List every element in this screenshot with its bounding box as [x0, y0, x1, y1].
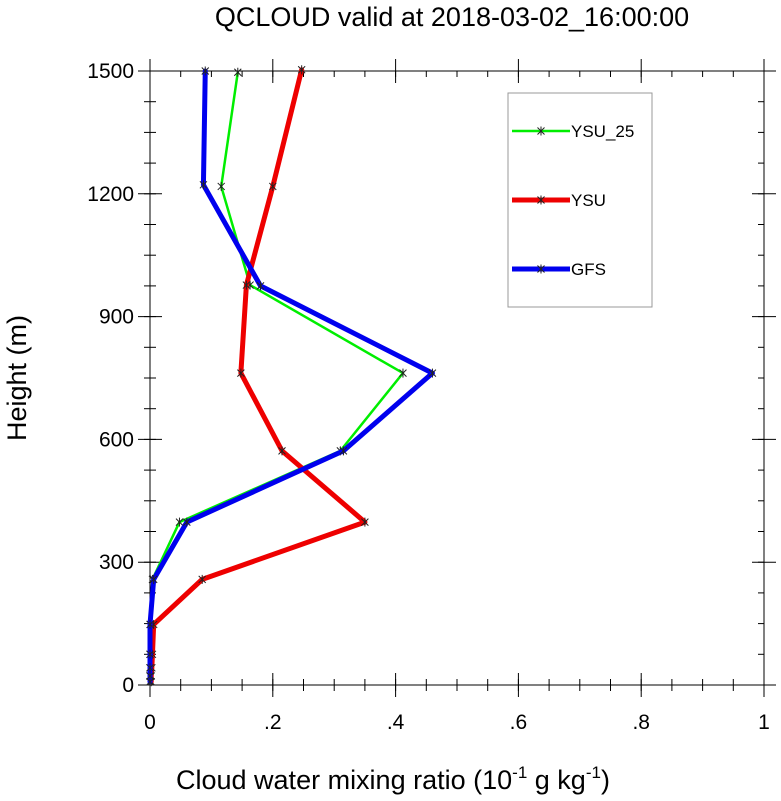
- y-tick-label: 1500: [87, 60, 134, 83]
- legend-item-ysu-25: YSU_25: [512, 122, 634, 141]
- data-point: [278, 446, 286, 456]
- x-axis-label-end: ): [601, 765, 610, 795]
- x-axis: 0 .2 .4 .6 .8 1: [144, 59, 770, 734]
- data-point: [198, 574, 207, 584]
- x-tick-label: 0: [144, 711, 156, 734]
- data-point: [242, 280, 251, 290]
- data-point: [339, 446, 348, 456]
- y-tick-label: 1200: [87, 183, 134, 206]
- legend-label: YSU: [571, 191, 606, 210]
- x-tick-label: 1: [758, 711, 770, 734]
- y-tick-label: 600: [99, 428, 134, 451]
- data-point: [175, 517, 184, 527]
- legend-item-ysu: YSU: [512, 191, 606, 210]
- legend-marker: [537, 126, 545, 136]
- x-axis-label: Cloud water mixing ratio (10-1 g kg-1): [176, 763, 610, 795]
- data-point: [399, 368, 407, 378]
- chart-title: QCLOUD valid at 2018-03-02_16:00:00: [215, 2, 689, 32]
- data-point: [201, 66, 210, 76]
- data-point: [361, 517, 369, 527]
- data-point: [297, 65, 306, 75]
- data-point: [146, 649, 154, 659]
- x-axis-label-exponent-1: -1: [512, 763, 527, 782]
- data-point: [233, 67, 242, 77]
- x-tick-label: .2: [264, 711, 282, 734]
- legend-marker: [537, 264, 545, 274]
- series-gfs: [146, 66, 437, 687]
- data-point: [268, 181, 277, 191]
- legend: YSU_25 YSU GFS: [507, 92, 653, 308]
- data-point: [149, 574, 158, 584]
- x-axis-label-main: Cloud water mixing ratio (10: [176, 765, 512, 795]
- data-point: [199, 180, 208, 190]
- series-layer: [146, 65, 437, 687]
- series-line: [148, 67, 368, 685]
- x-axis-label-exponent-2: -1: [586, 763, 601, 782]
- data-point: [146, 619, 154, 629]
- legend-label: YSU_25: [571, 122, 634, 141]
- data-point: [182, 517, 191, 527]
- x-tick-label: .6: [510, 711, 528, 734]
- y-tick-label: 900: [99, 306, 134, 329]
- y-axis-label: Height (m): [2, 315, 32, 441]
- x-axis-label-middle: g kg: [527, 765, 586, 795]
- legend-marker: [537, 195, 545, 205]
- data-point: [146, 671, 154, 681]
- y-tick-label: 0: [122, 674, 134, 697]
- legend-label: GFS: [571, 260, 606, 279]
- series-ysu: [147, 65, 369, 687]
- x-tick-label: .4: [387, 711, 405, 734]
- data-point: [146, 663, 154, 673]
- y-tick-label: 300: [99, 551, 134, 574]
- y-axis: 0 300 600 900 1200 1500: [87, 60, 776, 697]
- data-point: [217, 181, 226, 191]
- data-point: [428, 368, 437, 378]
- data-point: [256, 281, 265, 291]
- legend-item-gfs: GFS: [512, 260, 606, 279]
- x-tick-label: .8: [632, 711, 650, 734]
- data-point: [237, 368, 245, 378]
